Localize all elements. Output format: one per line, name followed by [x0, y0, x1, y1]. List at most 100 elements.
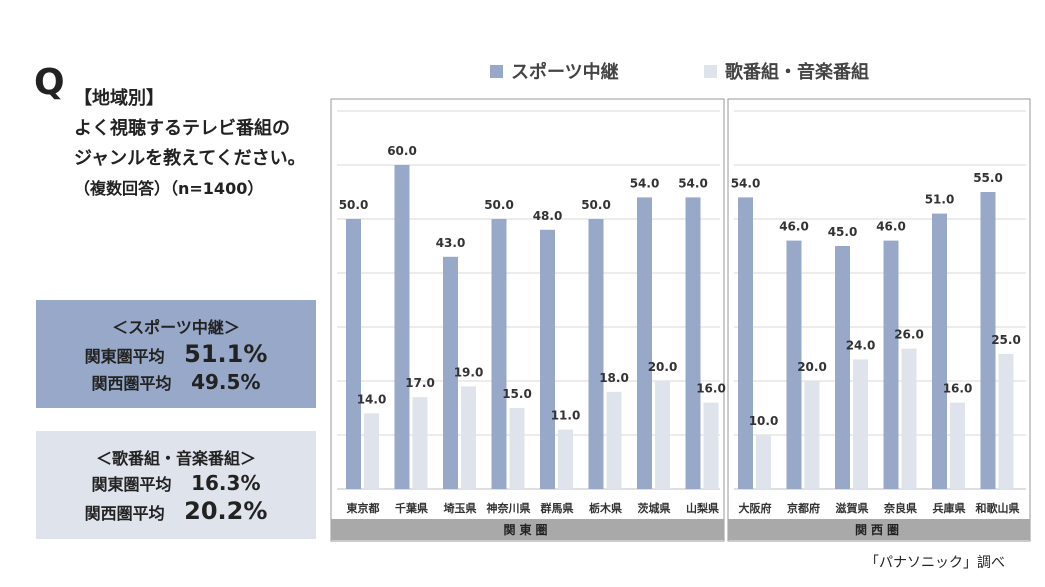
- kansai-average-label: 関西圏平均: [91, 374, 172, 393]
- question-mark: Q: [34, 62, 65, 103]
- data-label-sports: 43.0: [436, 236, 466, 250]
- data-label-sports: 50.0: [581, 198, 611, 212]
- category-label: 東京都: [347, 501, 380, 515]
- bar-sports: [932, 213, 947, 489]
- bar-music: [804, 381, 820, 489]
- category-label: 栃木県: [589, 501, 622, 515]
- legend-swatch-music: [704, 64, 717, 78]
- category-label: 奈良県: [883, 501, 917, 515]
- kansai-average-label: 関西圏平均: [84, 504, 165, 523]
- group-band: [728, 519, 1030, 540]
- bar-sports: [980, 192, 996, 489]
- data-label-music: 15.0: [502, 387, 532, 401]
- bar-sports: [786, 240, 802, 489]
- bar-music: [950, 402, 965, 489]
- group-label: 関西圏: [855, 523, 903, 537]
- bar-sports: [637, 197, 652, 489]
- category-label: 山梨県: [686, 501, 719, 515]
- bar-music: [461, 386, 476, 489]
- question-text: 【地域別】 よく視聴するテレビ番組の ジャンルを教えてください。 （複数回答）（…: [74, 84, 306, 204]
- bar-sports: [588, 219, 604, 489]
- sports-summary-box: ＜スポーツ中継＞ 関東圏平均 51.1% 関西圏平均 49.5%: [36, 300, 316, 408]
- data-label-sports: 46.0: [876, 220, 906, 234]
- bar-sports: [443, 256, 458, 489]
- category-label: 茨城県: [638, 501, 671, 515]
- bar-music: [998, 354, 1014, 489]
- legend-label-sports: スポーツ中継: [511, 62, 619, 83]
- data-label-sports: 54.0: [630, 176, 660, 190]
- data-label-sports: 50.0: [339, 198, 369, 212]
- bar-music: [606, 391, 622, 489]
- legend-item-sports: スポーツ中継: [490, 58, 619, 84]
- kanto-average-label: 関東圏平均: [84, 347, 165, 366]
- data-label-music: 16.0: [696, 382, 726, 396]
- data-label-sports: 45.0: [828, 225, 858, 239]
- question-line: よく視聴するテレビ番組の: [74, 118, 290, 139]
- bar-sports: [738, 197, 753, 489]
- data-label-sports: 55.0: [973, 171, 1003, 185]
- bar-music: [655, 381, 670, 489]
- data-label-sports: 60.0: [387, 144, 417, 158]
- bar-sports: [394, 165, 410, 489]
- group-band: [331, 519, 724, 540]
- bar-sports: [883, 240, 899, 489]
- data-label-music: 16.0: [943, 382, 973, 396]
- plot-frame: [330, 98, 725, 542]
- category-label: 京都府: [787, 501, 820, 515]
- category-label: 滋賀県: [836, 501, 869, 515]
- kansai-average-value: 20.2%: [184, 497, 268, 525]
- legend-label-music: 歌番組・音楽番組: [725, 62, 869, 83]
- data-label-sports: 51.0: [925, 193, 955, 207]
- bar-sports: [540, 229, 555, 490]
- music-kanto-row: 関東圏平均 16.3%: [36, 471, 316, 495]
- data-label-sports: 46.0: [779, 220, 809, 234]
- category-label: 群馬県: [540, 501, 574, 515]
- category-label: 埼玉県: [444, 501, 477, 515]
- bar-music: [853, 359, 868, 489]
- data-label-music: 17.0: [405, 376, 435, 390]
- data-label-sports: 48.0: [533, 209, 563, 223]
- bar-sports: [491, 219, 507, 489]
- data-label-music: 14.0: [357, 392, 387, 406]
- kanto-average-label: 関東圏平均: [91, 475, 172, 494]
- data-label-sports: 50.0: [484, 198, 514, 212]
- bar-music: [558, 429, 573, 489]
- bar-music: [509, 408, 525, 489]
- category-label: 千葉県: [395, 501, 428, 515]
- category-label: 兵庫県: [933, 501, 966, 515]
- data-label-sports: 54.0: [731, 176, 761, 190]
- sports-kansai-row: 関西圏平均 49.5%: [36, 370, 316, 394]
- sports-kanto-row: 関東圏平均 51.1%: [36, 340, 316, 368]
- question-line: ジャンルを教えてください。: [74, 148, 306, 169]
- bar-music: [364, 413, 379, 489]
- kanto-average-value: 16.3%: [191, 471, 261, 495]
- bar-music: [412, 397, 428, 489]
- bar-music: [703, 402, 719, 489]
- kanto-average-value: 51.1%: [184, 340, 268, 368]
- kansai-average-value: 49.5%: [191, 370, 261, 394]
- legend-swatch-sports: [490, 64, 503, 78]
- music-summary-title: ＜歌番組・音楽番組＞: [95, 449, 256, 468]
- data-label-music: 18.0: [599, 371, 629, 385]
- bar-music: [756, 435, 771, 489]
- plot-frame: [727, 98, 1031, 542]
- bar-sports: [835, 246, 850, 489]
- data-label-music: 20.0: [648, 360, 678, 374]
- bar-sports: [685, 197, 701, 489]
- data-label-music: 25.0: [991, 333, 1021, 347]
- category-label: 神奈川県: [487, 501, 531, 515]
- bar-music: [901, 348, 917, 489]
- data-label-music: 20.0: [797, 360, 827, 374]
- data-label-music: 26.0: [894, 328, 924, 342]
- data-label-music: 24.0: [846, 338, 876, 352]
- category-label: 和歌山県: [976, 501, 1020, 515]
- data-label-music: 19.0: [454, 365, 484, 379]
- question-sample: （複数回答）（n=1400）: [74, 179, 264, 198]
- music-kansai-row: 関西圏平均 20.2%: [36, 497, 316, 525]
- sports-summary-title: ＜スポーツ中継＞: [112, 318, 240, 337]
- data-label-music: 10.0: [749, 414, 779, 428]
- question-category: 【地域別】: [74, 88, 164, 109]
- bar-sports: [346, 219, 361, 489]
- data-label-sports: 54.0: [678, 176, 708, 190]
